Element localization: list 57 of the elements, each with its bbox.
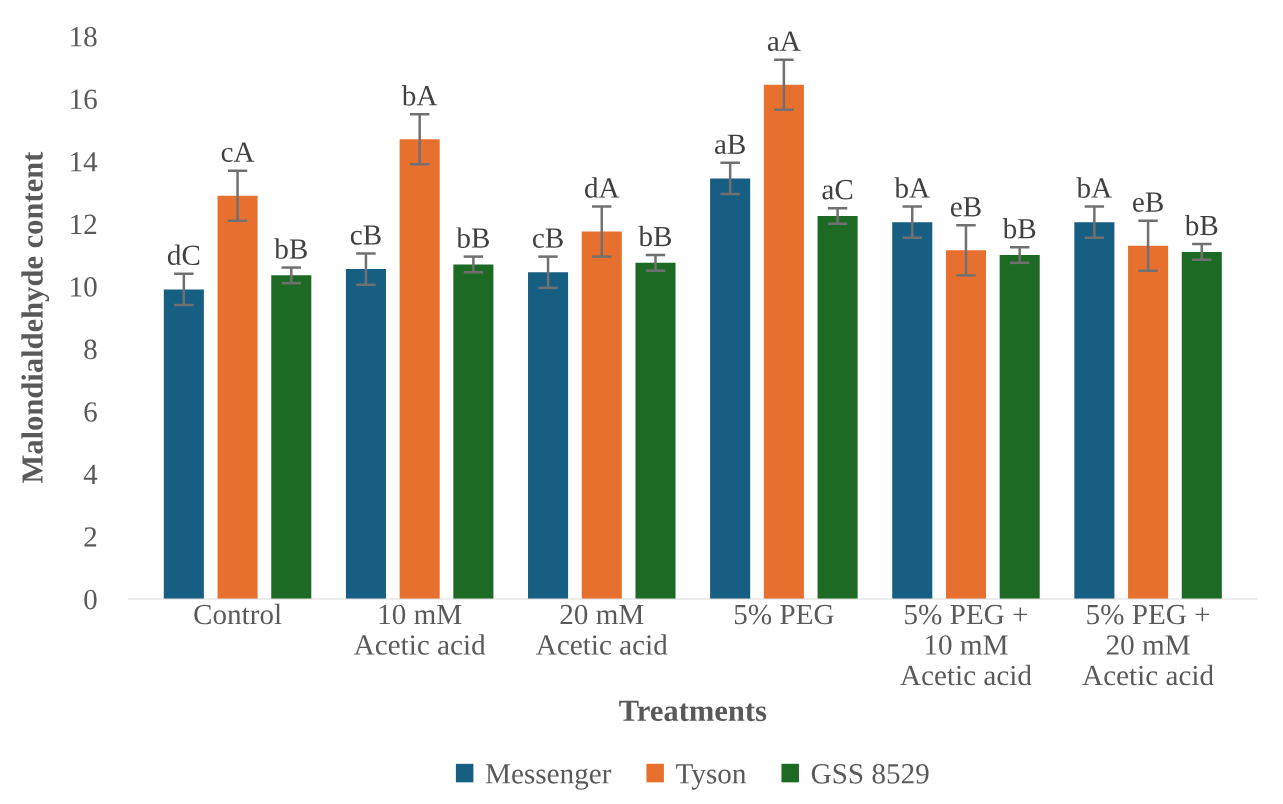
data-label: bA — [401, 85, 438, 106]
data-label: eB — [1133, 192, 1163, 212]
bar — [1074, 222, 1115, 599]
x-axis-title: Treatments — [619, 700, 767, 722]
data-label: cB — [350, 225, 381, 245]
bar — [635, 262, 676, 599]
bar — [163, 289, 204, 599]
bar — [271, 275, 312, 599]
legend-label: Messenger — [485, 764, 612, 790]
bar — [1181, 251, 1222, 599]
bar — [892, 222, 933, 599]
y-tick-label: 4 — [83, 464, 98, 485]
y-tick-label: 2 — [84, 527, 97, 547]
y-tick-label: 16 — [71, 89, 97, 110]
bar — [217, 195, 258, 599]
data-label: bB — [274, 238, 307, 259]
x-tick-label: Control — [194, 603, 282, 625]
y-tick-label: 14 — [71, 152, 98, 172]
y-tick-label: 6 — [84, 402, 97, 422]
data-label: eB — [950, 197, 981, 217]
y-axis-title: Malondialdehyde content — [21, 151, 50, 483]
bar — [999, 255, 1040, 599]
legend-label: GSS 8529 — [811, 763, 929, 784]
bar — [345, 269, 386, 599]
bar — [581, 231, 622, 599]
data-label: bB — [1002, 218, 1036, 239]
bar — [399, 139, 440, 599]
data-label: dC — [167, 244, 200, 266]
data-label: dA — [585, 177, 620, 198]
data-label: cA — [221, 142, 255, 162]
bar — [763, 84, 804, 599]
x-tick-label: 5% PEG + 20 mM Acetic acid — [1082, 604, 1214, 686]
y-tick-label: 12 — [71, 214, 97, 234]
y-tick-label: 8 — [84, 339, 97, 360]
x-tick-label: 5% PEG + 10 mM Acetic acid — [900, 604, 1032, 686]
data-label: bB — [638, 225, 672, 247]
data-label: aA — [767, 31, 801, 51]
data-label: bA — [1076, 177, 1112, 198]
data-label: bB — [456, 227, 489, 248]
bar — [1128, 245, 1169, 599]
data-label: bA — [894, 177, 930, 198]
legend-label: Tyson — [676, 764, 747, 790]
y-tick-label: 0 — [84, 589, 97, 610]
x-tick-label: 5% PEG — [734, 604, 834, 625]
data-label: aC — [822, 179, 853, 200]
bar — [528, 272, 569, 599]
data-label: aB — [714, 134, 745, 155]
y-tick-label: 10 — [71, 277, 97, 297]
bar — [710, 178, 751, 599]
bar — [453, 264, 494, 599]
data-label: bB — [1184, 214, 1218, 236]
bar — [945, 250, 987, 599]
data-label: cB — [532, 228, 563, 248]
x-tick-label: 10 mM Acetic acid — [353, 604, 486, 655]
x-tick-label: 20 mM Acetic acid — [536, 604, 668, 655]
bar — [817, 215, 858, 599]
y-tick-label: 18 — [71, 26, 97, 47]
